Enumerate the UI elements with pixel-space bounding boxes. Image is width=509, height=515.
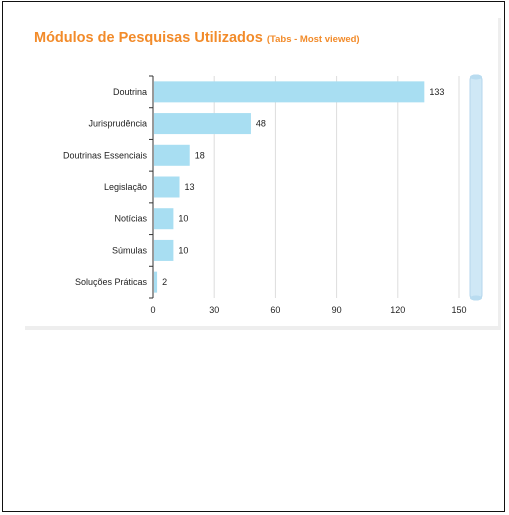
x-tick-label: 0 (150, 305, 155, 315)
data-label: 10 (178, 214, 188, 224)
data-label: 18 (195, 150, 205, 160)
x-tick-label: 150 (451, 305, 466, 315)
scrollbar-cap-bottom (470, 295, 482, 301)
chart-card: Módulos de Pesquisas Utilizados (Tabs - … (25, 18, 501, 330)
chart-title-text: Módulos de Pesquisas Utilizados (34, 30, 263, 46)
data-label: 48 (256, 119, 266, 129)
x-tick-label: 120 (390, 305, 405, 315)
x-tick-label: 60 (270, 305, 280, 315)
chart-scrollbar[interactable] (469, 74, 483, 301)
x-tick-label: 90 (332, 305, 342, 315)
category-label: Notícias (114, 214, 147, 224)
chart-subtitle: (Tabs - Most viewed) (266, 34, 360, 45)
category-label: Soluções Práticas (75, 277, 148, 287)
data-label: 10 (178, 245, 188, 255)
bar[interactable] (154, 208, 174, 230)
bar[interactable] (154, 81, 425, 103)
bar[interactable] (154, 239, 174, 261)
bar[interactable] (154, 176, 180, 198)
category-label: Súmulas (112, 245, 148, 255)
category-label: Doutrina (113, 87, 147, 97)
chart-title: Módulos de Pesquisas Utilizados (Tabs - … (34, 30, 360, 46)
bar[interactable] (154, 144, 190, 166)
bar[interactable] (154, 113, 251, 135)
data-label: 133 (429, 87, 444, 97)
bar-chart: 0 30 60 90 120 150 Doutrina 133 Jurisprudência 48… (63, 74, 483, 315)
data-label: 13 (185, 182, 195, 192)
bar[interactable] (154, 271, 158, 293)
scrollbar-cap-top (470, 74, 482, 80)
data-label: 2 (162, 277, 167, 287)
category-label: Doutrinas Essenciais (63, 150, 148, 160)
x-tick-label: 30 (209, 305, 219, 315)
category-label: Jurisprudência (88, 119, 147, 129)
category-label: Legislação (104, 182, 147, 192)
